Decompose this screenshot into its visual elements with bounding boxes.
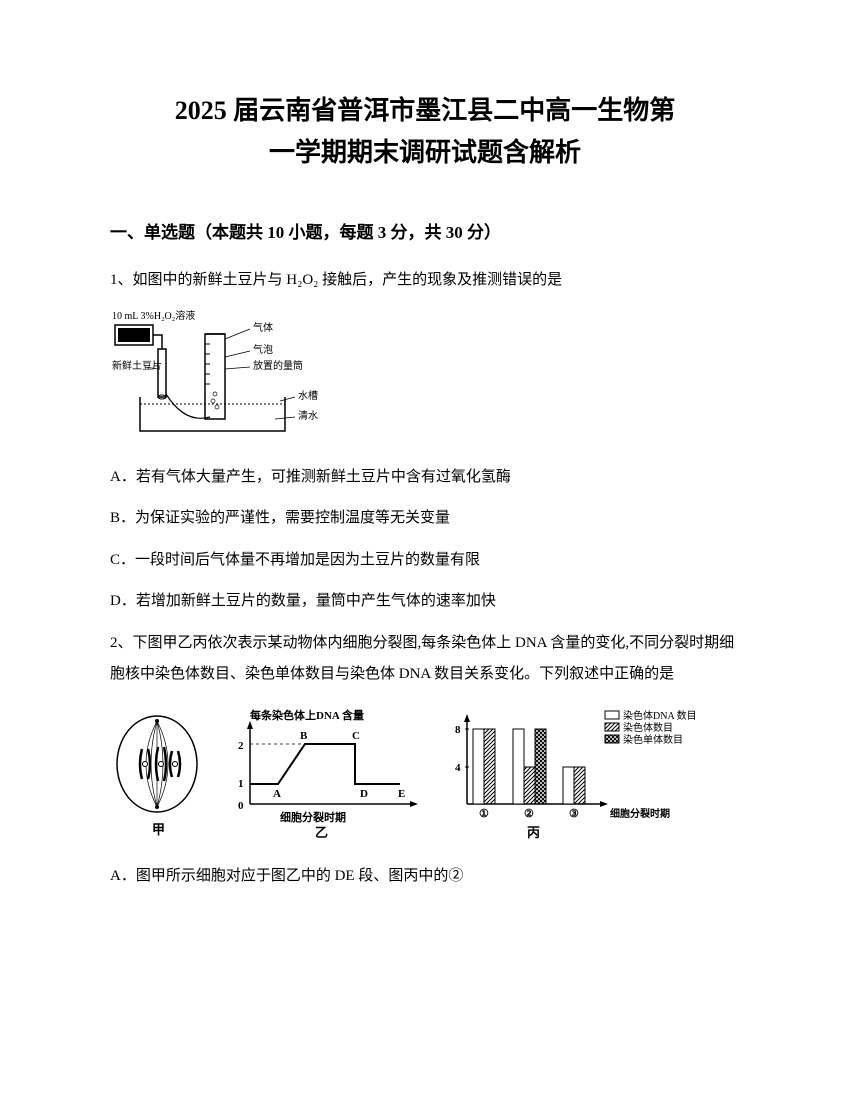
q1-figure: 10 mL 3%H₂O₂溶液 新鲜土豆片 气体 气泡 放置的量筒 — [110, 309, 740, 444]
title-line2: 一学期期末调研试题含解析 — [110, 132, 740, 174]
yi-C: C — [352, 730, 360, 742]
q2-bing-svg: 染色体DNA 数目 染色体数目 染色单体数目 8 4 ① ② ③ 细胞分裂时期 … — [445, 709, 705, 839]
q2-yi-label: 乙 — [315, 825, 328, 839]
q2-intro: 2、下图甲乙丙依次表示某动物体内细胞分裂图,每条染色体上 DNA 含量的变化,不… — [110, 628, 740, 691]
exam-title: 2025 届云南省普洱市墨江县二中高一生物第 一学期期末调研试题含解析 — [110, 90, 740, 173]
q1-label-solution: 10 mL 3%H₂O₂溶液 — [112, 309, 195, 322]
q2-jia-label: 甲 — [152, 822, 165, 837]
q1-label-tank: 水槽 — [298, 389, 318, 402]
bing-legend-3: 染色单体数目 — [623, 733, 683, 746]
q1-optB: B．为保证实验的严谨性，需要控制温度等无关变量 — [110, 503, 740, 535]
q1-optC: C．一段时间后气体量不再增加是因为土豆片的数量有限 — [110, 545, 740, 577]
q1-label-bubble: 气泡 — [253, 343, 273, 356]
bing-legend-1: 染色体DNA 数目 — [623, 709, 697, 722]
title-line1: 2025 届云南省普洱市墨江县二中高一生物第 — [110, 90, 740, 132]
q1-optD: D．若增加新鲜土豆片的数量，量筒中产生气体的速率加快 — [110, 586, 740, 618]
q1-intro: 1、如图中的新鲜土豆片与 H₂O₂ 接触后，产生的现象及推测错误的是 — [110, 265, 740, 297]
yi-B: B — [300, 730, 308, 742]
q2-optA: A．图甲所示细胞对应于图乙中的 DE 段、图丙中的② — [110, 861, 740, 893]
bing-legend-2: 染色体数目 — [623, 721, 673, 734]
q1-label-water: 清水 — [298, 409, 318, 422]
q1-optA: A．若有气体大量产生，可推测新鲜土豆片中含有过氧化氢酶 — [110, 462, 740, 494]
q1-label-potato: 新鲜土豆片 — [112, 359, 162, 372]
yi-A: A — [273, 788, 281, 800]
q2-figure: 甲 每条染色体上DNA 含量 2 1 0 A B C D E 细胞分裂时期 乙 — [110, 709, 740, 839]
section-header: 一、单选题（本题共 10 小题，每题 3 分，共 30 分） — [110, 218, 740, 243]
yi-D: D — [360, 788, 368, 800]
yi-xlabel: 细胞分裂时期 — [280, 810, 346, 824]
q1-label-cylinder: 放置的量筒 — [253, 359, 303, 372]
q1-diagram-svg: 10 mL 3%H₂O₂溶液 新鲜土豆片 气体 气泡 放置的量筒 — [110, 309, 350, 439]
q1-label-gas: 气体 — [253, 321, 273, 334]
yi-ytick-2: 2 — [238, 740, 244, 752]
yi-ytick-1: 1 — [238, 778, 244, 790]
bing-x1: ① — [479, 808, 489, 820]
yi-origin: 0 — [238, 800, 244, 812]
yi-E: E — [398, 788, 405, 800]
bing-y4: 4 — [455, 762, 461, 774]
bing-xlabel: 细胞分裂时期 — [610, 807, 670, 820]
q2-jia-svg: 甲 — [110, 709, 205, 839]
q2-bing-label: 丙 — [527, 825, 540, 839]
q2-yi-svg: 每条染色体上DNA 含量 2 1 0 A B C D E 细胞分裂时期 乙 — [220, 709, 430, 839]
bing-x2: ② — [524, 808, 534, 820]
bing-x3: ③ — [569, 808, 579, 820]
q2-yi-ylabel: 每条染色体上DNA 含量 — [250, 709, 364, 722]
bing-y8: 8 — [455, 724, 461, 736]
